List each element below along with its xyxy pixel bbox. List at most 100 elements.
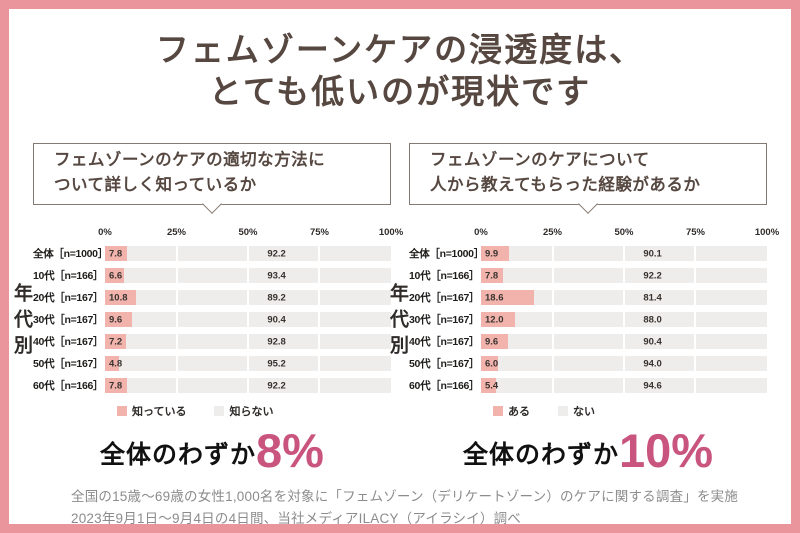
positive-value-label: 18.6	[485, 292, 504, 304]
row-category-label: 10代［n=166］	[33, 270, 104, 283]
x-axis-tick-label: 0%	[98, 226, 112, 238]
row-category-label: 50代［n=167］	[409, 358, 480, 371]
x-axis-tick-label: 100%	[754, 226, 780, 238]
negative-value-label: 90.1	[643, 248, 662, 260]
page-title: フェムゾーンケアの浸透度は、 とても低いのが現状です	[9, 29, 791, 113]
bar-chart-knowledge: 年代別 0% 25% 50% 75% 100% 全体［n=1000］ 7.8 92.2 10代…	[11, 226, 403, 419]
row-category-label: 50代［n=167］	[33, 358, 104, 371]
positive-value-label: 9.6	[485, 336, 499, 348]
chart-rows: 全体［n=1000］ 9.9 90.1 10代［n=166］ 7.8 92.2 20代［n=…	[409, 243, 767, 397]
bar-segment-positive	[105, 312, 133, 328]
legend-label: ない	[573, 406, 595, 419]
bar-segment-positive	[481, 378, 497, 394]
bar-segment-negative: 7.8 92.2	[105, 378, 391, 394]
question-right-line1: フェムゾーンのケアについて	[430, 151, 650, 170]
negative-value-label: 81.4	[643, 292, 662, 304]
x-axis-ticks: 0% 25% 50% 75% 100%	[98, 226, 403, 241]
table-row: 40代［n=167］ 9.6 90.4	[409, 331, 767, 353]
question-bubble-right: フェムゾーンのケアについて 人から教えてもらった経験があるか	[409, 143, 767, 205]
negative-value-label: 92.2	[643, 270, 662, 282]
row-category-label: 20代［n=167］	[33, 292, 104, 305]
bar-segment-positive	[481, 356, 499, 372]
positive-value-label: 9.6	[109, 314, 123, 326]
x-axis-tick-label: 0%	[474, 226, 488, 238]
legend-item: ある	[493, 404, 530, 419]
table-row: 10代［n=166］ 7.8 92.2	[409, 265, 767, 287]
chart-column-right: フェムゾーンのケアについて 人から教えてもらった経験があるか 年代別 0% 25%…	[387, 143, 779, 474]
row-category-label: 10代［n=166］	[409, 270, 480, 283]
legend-swatch-icon	[117, 406, 127, 417]
row-category-label: 20代［n=167］	[409, 292, 480, 305]
legend-swatch-icon	[558, 406, 568, 417]
survey-source-line2: 2023年9月1日〜9月4日の4日間、当社メディアILACY（アイラシイ）調べ	[71, 510, 521, 526]
bar-segment-negative: 6.0 94.0	[481, 356, 767, 372]
bar-segment-negative: 10.8 89.2	[105, 290, 391, 306]
negative-value-label: 92.2	[267, 380, 286, 392]
summary-right: 全体のわずか10%	[409, 427, 767, 474]
row-category-label: 30代［n=167］	[33, 314, 104, 327]
positive-value-label: 7.8	[109, 380, 123, 392]
question-bubble-left: フェムゾーンのケアの適切な方法に ついて詳しく知っているか	[33, 143, 391, 205]
table-row: 40代［n=167］ 7.2 92.8	[33, 331, 391, 353]
negative-value-label: 90.4	[643, 336, 662, 348]
summary-left: 全体のわずか8%	[33, 427, 391, 474]
legend-item: ない	[558, 404, 595, 419]
bar-segment-negative: 4.8 95.2	[105, 356, 391, 372]
page-title-line2: とても低いのが現状です	[208, 72, 592, 112]
negative-value-label: 94.0	[643, 358, 662, 370]
question-left-line2: ついて詳しく知っているか	[54, 176, 257, 195]
x-axis-ticks: 0% 25% 50% 75% 100%	[474, 226, 779, 241]
bar-segment-positive	[481, 334, 509, 350]
table-row: 30代［n=167］ 9.6 90.4	[33, 309, 391, 331]
bar-segment-positive	[105, 268, 124, 284]
bar-segment-negative: 6.6 93.4	[105, 268, 391, 284]
x-axis-tick-label: 25%	[542, 226, 563, 238]
positive-value-label: 12.0	[485, 314, 504, 326]
x-axis-tick-label: 100%	[378, 226, 404, 238]
bar-segment-positive	[481, 312, 516, 328]
negative-value-label: 93.4	[267, 270, 286, 282]
age-group-axis-label: 年代別	[11, 282, 32, 361]
positive-value-label: 7.2	[109, 336, 123, 348]
table-row: 60代［n=166］ 7.8 92.2	[33, 375, 391, 397]
chart-legend: 知っている 知らない	[117, 404, 391, 419]
positive-value-label: 5.4	[485, 380, 499, 392]
bar-segment-negative: 7.2 92.8	[105, 334, 391, 350]
bar-segment-positive	[105, 246, 128, 262]
chart-legend: ある ない	[493, 404, 767, 419]
x-axis-tick-label: 50%	[238, 226, 258, 238]
bar-segment-positive	[481, 268, 504, 284]
chart-rows: 全体［n=1000］ 7.8 92.2 10代［n=166］ 6.6 93.4 20代［n=…	[33, 243, 391, 397]
x-axis-tick-label: 75%	[685, 226, 706, 238]
summary-left-value: 8%	[256, 423, 324, 477]
row-category-label: 60代［n=166］	[409, 380, 480, 393]
bar-segment-positive	[481, 290, 535, 306]
table-row: 30代［n=167］ 12.0 88.0	[409, 309, 767, 331]
bar-segment-positive	[481, 246, 510, 262]
positive-value-label: 9.9	[485, 248, 499, 260]
row-category-label: 全体［n=1000］	[409, 248, 484, 261]
table-row: 50代［n=167］ 6.0 94.0	[409, 353, 767, 375]
x-axis-tick-label: 75%	[309, 226, 330, 238]
row-category-label: 40代［n=167］	[409, 336, 480, 349]
legend-swatch-icon	[214, 406, 225, 417]
bar-segment-negative: 12.0 88.0	[481, 312, 767, 328]
legend-swatch-icon	[493, 406, 503, 417]
legend-label: ある	[508, 406, 530, 419]
x-axis-tick-label: 25%	[166, 226, 187, 238]
bar-segment-positive	[105, 334, 126, 350]
question-right-line2: 人から教えてもらった経験があるか	[430, 176, 701, 195]
table-row: 20代［n=167］ 18.6 81.4	[409, 287, 767, 309]
page-title-line1: フェムゾーンケアの浸透度は、	[155, 30, 645, 69]
negative-value-label: 90.4	[267, 314, 286, 326]
bar-segment-negative: 9.6 90.4	[105, 312, 391, 328]
legend-item: 知らない	[214, 404, 273, 419]
table-row: 10代［n=166］ 6.6 93.4	[33, 265, 391, 287]
survey-source-line1: 全国の15歳〜69歳の女性1,000名を対象に「フェムゾーン（デリケートゾーン）…	[71, 488, 739, 504]
bar-chart-experience: 年代別 0% 25% 50% 75% 100% 全体［n=1000］ 9.9 90.1 10代…	[387, 226, 779, 419]
table-row: 20代［n=167］ 10.8 89.2	[33, 287, 391, 309]
question-left-line1: フェムゾーンのケアの適切な方法に	[54, 151, 326, 170]
bar-segment-negative: 7.8 92.2	[481, 268, 767, 284]
chart-column-left: フェムゾーンのケアの適切な方法に ついて詳しく知っているか 年代別 0% 25% 5…	[11, 143, 403, 474]
